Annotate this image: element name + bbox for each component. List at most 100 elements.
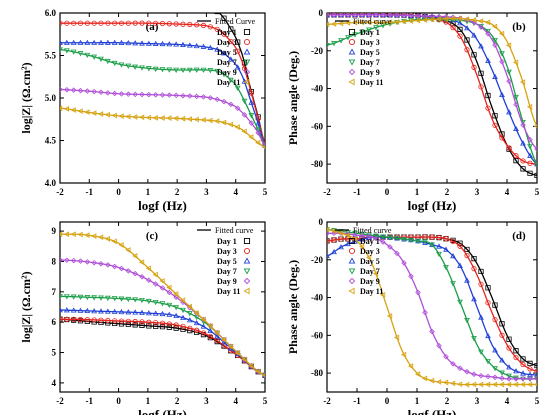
data-point xyxy=(180,92,186,99)
data-point xyxy=(104,111,110,118)
data-point xyxy=(186,311,193,317)
data-point xyxy=(173,41,180,47)
legend-label: Day 11 xyxy=(217,287,240,296)
data-point xyxy=(70,307,77,313)
data-point xyxy=(533,124,537,129)
data-point xyxy=(499,51,505,57)
data-point xyxy=(485,105,491,111)
data-point xyxy=(153,20,159,26)
data-point xyxy=(534,368,537,374)
data-point xyxy=(456,381,463,388)
data-point xyxy=(520,370,526,376)
data-point xyxy=(457,26,463,32)
x-tick-label: 4 xyxy=(505,187,510,197)
data-point xyxy=(457,243,463,249)
fit-line-day-7 xyxy=(60,48,265,146)
data-point xyxy=(152,66,159,72)
data-point xyxy=(118,242,124,248)
data-point xyxy=(344,20,351,26)
data-point xyxy=(166,67,173,73)
data-point xyxy=(394,236,400,242)
data-point xyxy=(91,308,98,314)
data-point xyxy=(227,56,234,62)
fit-line-day-9 xyxy=(327,232,537,380)
data-point xyxy=(63,48,70,54)
data-point xyxy=(373,233,379,239)
data-point xyxy=(159,92,166,98)
data-point xyxy=(380,13,386,18)
data-point xyxy=(111,308,118,314)
data-point xyxy=(359,232,365,239)
data-point xyxy=(443,236,449,242)
data-point xyxy=(228,101,234,108)
data-point xyxy=(152,114,158,121)
y-tick-label: 5.0 xyxy=(45,93,57,103)
data-point xyxy=(505,381,512,388)
data-point xyxy=(408,237,414,244)
data-point xyxy=(145,114,151,121)
y-tick-label: -80 xyxy=(311,159,323,169)
legend-marker xyxy=(243,277,251,285)
data-point xyxy=(166,321,172,327)
data-point xyxy=(415,289,421,296)
data-point xyxy=(241,356,247,363)
data-point xyxy=(463,381,470,388)
fit-line-day-5 xyxy=(60,42,265,146)
data-point xyxy=(159,40,166,47)
data-point xyxy=(132,270,138,277)
data-point xyxy=(519,79,526,85)
data-point xyxy=(221,31,227,37)
y-tick-label: 9 xyxy=(52,226,57,236)
legend-label: Day 11 xyxy=(360,287,383,296)
data-point xyxy=(492,347,498,353)
data-point xyxy=(379,19,386,26)
data-point xyxy=(485,285,491,291)
x-tick-label: -2 xyxy=(323,187,331,197)
data-point xyxy=(512,381,519,388)
data-point xyxy=(98,295,104,301)
legend-marker xyxy=(348,268,356,275)
x-tick-label: 5 xyxy=(263,187,268,197)
data-point xyxy=(330,21,337,27)
data-point xyxy=(526,381,533,388)
data-point xyxy=(77,307,84,313)
data-point xyxy=(132,309,139,315)
data-point xyxy=(338,236,344,242)
data-point xyxy=(104,235,110,242)
data-point xyxy=(173,294,179,300)
data-point xyxy=(84,232,90,238)
data-point xyxy=(338,244,344,250)
data-point xyxy=(181,3,185,7)
data-point xyxy=(180,323,186,330)
data-point xyxy=(139,319,145,325)
data-point xyxy=(248,120,255,126)
data-point xyxy=(506,376,512,382)
data-point xyxy=(70,107,76,113)
data-point xyxy=(119,2,123,6)
data-point xyxy=(450,21,456,27)
data-point xyxy=(443,246,449,252)
data-point xyxy=(152,299,159,306)
legend-label: Day 7 xyxy=(360,58,380,67)
legend-label: Day 11 xyxy=(360,78,383,87)
data-point xyxy=(234,105,241,111)
data-point xyxy=(63,231,69,238)
data-point xyxy=(97,111,104,117)
data-point xyxy=(366,27,372,33)
data-point xyxy=(365,254,372,261)
data-point xyxy=(471,64,477,70)
data-point xyxy=(527,160,533,166)
data-point xyxy=(449,15,456,22)
data-point xyxy=(70,87,77,93)
data-point xyxy=(173,312,180,319)
data-point xyxy=(401,260,407,266)
data-point xyxy=(132,297,139,303)
legend-marker xyxy=(243,28,251,36)
data-point xyxy=(104,295,111,301)
fit-line-day-7 xyxy=(60,295,265,376)
data-point xyxy=(241,128,247,135)
fit-line-day-11 xyxy=(327,228,537,386)
data-point xyxy=(527,376,533,382)
data-point xyxy=(478,268,484,275)
